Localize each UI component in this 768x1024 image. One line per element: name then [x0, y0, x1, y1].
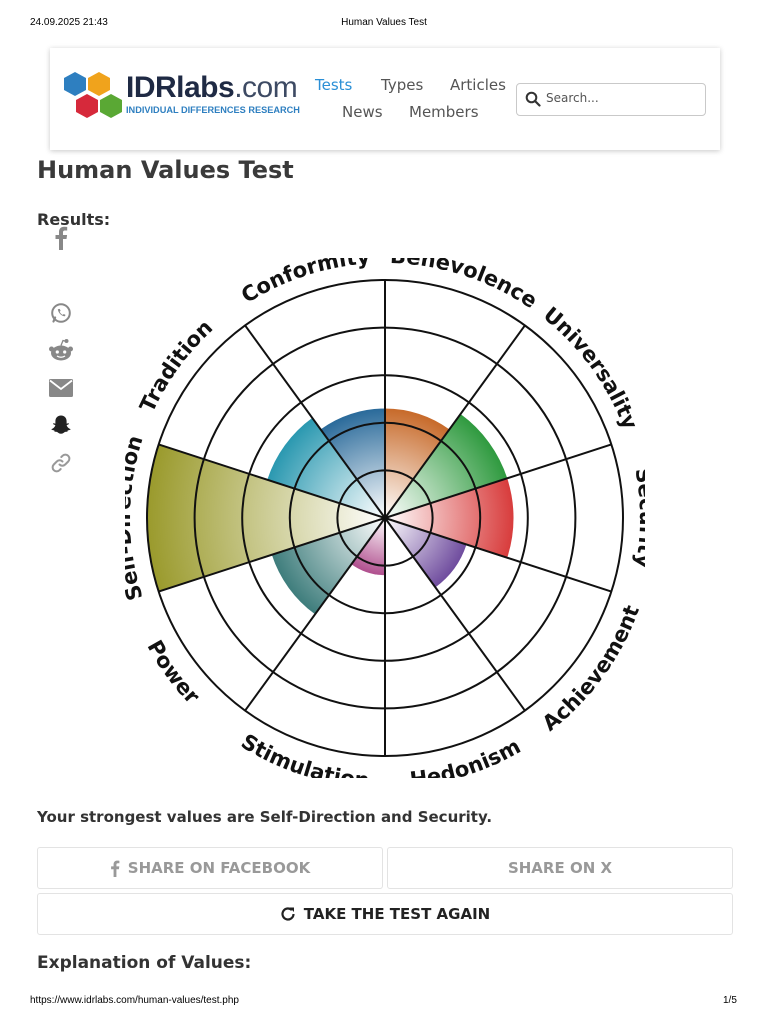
results-label: Results: — [37, 210, 111, 229]
wedge-hedonism — [385, 518, 419, 576]
link-icon[interactable] — [48, 450, 74, 476]
wedge-universality — [385, 414, 508, 518]
retake-test-label: TAKE THE TEST AGAIN — [303, 905, 491, 923]
share-facebook-label: SHARE ON FACEBOOK — [127, 859, 311, 877]
search-box[interactable] — [516, 83, 706, 116]
refresh-icon — [281, 907, 295, 921]
print-page-number: 1/5 — [723, 995, 737, 1006]
label-power: Power — [143, 636, 205, 709]
values-polar-chart: BenevolenceUniversality Security Achieveme… — [125, 258, 645, 778]
explanation-heading: Explanation of Values: — [37, 953, 252, 973]
page-title: Human Values Test — [37, 156, 294, 184]
hexagon-logo-icon — [64, 72, 122, 118]
wedge-stimulation — [351, 518, 385, 576]
label-tradition: Tradition — [135, 315, 217, 416]
share-facebook-button[interactable]: SHARE ON FACEBOOK — [37, 847, 383, 889]
site-logo[interactable]: IDRlabs.com INDIVIDUAL DIFFERENCES RESEA… — [62, 70, 312, 126]
snapchat-icon[interactable] — [48, 412, 74, 438]
search-icon — [525, 91, 541, 107]
search-input[interactable] — [544, 90, 698, 106]
email-icon[interactable] — [48, 375, 74, 401]
wedge-achievement — [385, 518, 467, 588]
whatsapp-icon[interactable] — [48, 300, 74, 326]
label-security: Security — [630, 466, 645, 570]
print-url: https://www.idrlabs.com/human-values/tes… — [30, 995, 239, 1006]
nav-news[interactable]: News — [342, 103, 383, 121]
logo-wordmark: IDRlabs.com — [126, 71, 298, 104]
label-achievement: Achievement — [538, 602, 644, 736]
facebook-icon[interactable] — [48, 225, 74, 251]
nav-tests[interactable]: Tests — [315, 76, 353, 94]
label-benevolence: Benevolence — [389, 258, 541, 313]
label-universality: Universality — [539, 302, 643, 432]
print-title: Human Values Test — [341, 17, 427, 28]
wedge-security — [385, 478, 514, 558]
site-header: IDRlabs.com INDIVIDUAL DIFFERENCES RESEA… — [50, 48, 720, 150]
facebook-icon — [110, 860, 120, 877]
nav-articles[interactable]: Articles — [450, 76, 506, 94]
wedge-self-direction — [146, 444, 385, 592]
retake-test-button[interactable]: TAKE THE TEST AGAIN — [37, 893, 733, 935]
reddit-icon[interactable] — [48, 337, 74, 363]
share-x-label: SHARE ON X — [507, 859, 613, 877]
logo-tagline: INDIVIDUAL DIFFERENCES RESEARCH — [126, 105, 300, 115]
nav-members[interactable]: Members — [409, 103, 479, 121]
share-x-button[interactable]: SHARE ON X — [387, 847, 733, 889]
nav-types[interactable]: Types — [381, 76, 424, 94]
print-datetime: 24.09.2025 21:43 — [30, 17, 108, 28]
label-self-direction: Self-Direction — [125, 433, 148, 604]
strongest-values-text: Your strongest values are Self-Direction… — [37, 808, 493, 826]
wedge-power — [271, 518, 385, 615]
wedge-tradition — [267, 417, 385, 518]
